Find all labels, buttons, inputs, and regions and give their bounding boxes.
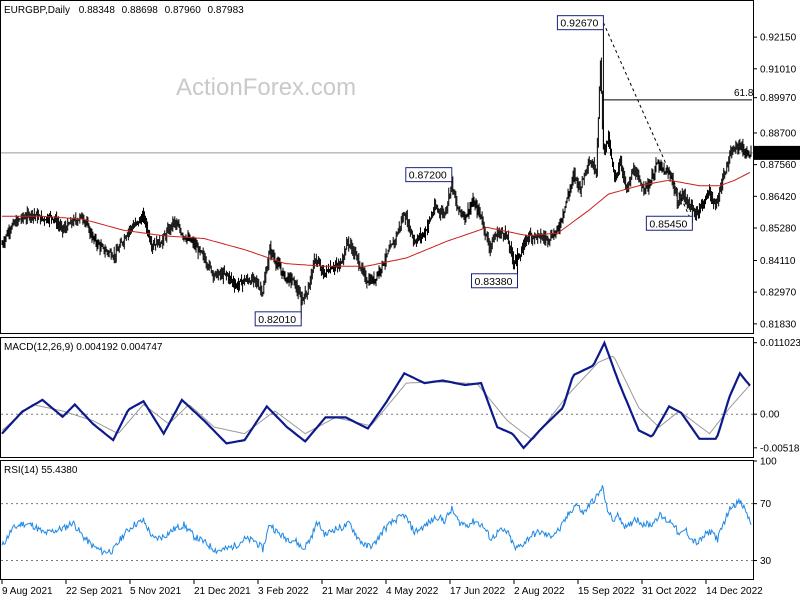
x-tick-label: 2 Aug 2022: [514, 586, 565, 597]
price-label: 0.92670: [560, 18, 598, 30]
macd-tick-label: 0.011023: [760, 338, 800, 349]
price-label-box: [645, 215, 693, 231]
price-label: 0.83380: [474, 276, 512, 288]
watermark: ActionForex.com: [176, 74, 356, 101]
price-label-box: [556, 15, 604, 31]
current-price-tag: 0.87983: [754, 145, 800, 160]
x-tick-label: 4 May 2022: [386, 586, 439, 597]
macd-panel-title: MACD(12,26,9) 0.004192 0.004747: [4, 342, 163, 353]
rsi-tick-label: 100: [760, 457, 777, 468]
price-tick-label: 0.92150: [760, 33, 797, 44]
price-panel-frame: [0, 0, 754, 334]
price-series: [1, 22, 752, 319]
price-tick-label: 0.82970: [760, 288, 797, 299]
moving-average: [2, 171, 751, 267]
price-tick-label: 0.88700: [760, 128, 797, 139]
macd-series: [1, 340, 751, 450]
x-axis: 9 Aug 2021 22 Sep 2021 5 Nov 2021 21 Dec 20…: [1, 580, 763, 597]
rsi-tick-label: 30: [760, 556, 772, 567]
price-tick-label: 0.85280: [760, 223, 797, 234]
macd-y-ticks: 0.011023 0.00 -0.005182: [753, 338, 800, 454]
price-tick-label: 0.89970: [760, 93, 797, 104]
price-label: 0.82010: [258, 314, 296, 326]
macd-signal-line: [1, 355, 751, 440]
price-label: 0.87200: [409, 170, 447, 182]
rsi-panel-title: RSI(14) 55.4380: [4, 465, 78, 476]
x-tick-label: 5 Nov 2021: [130, 586, 182, 597]
x-tick-label: 9 Aug 2021: [2, 586, 53, 597]
price-y-ticks: 0.92150 0.91010 0.89970 0.88700 0.87560 0.864…: [753, 33, 797, 330]
x-tick-label: 22 Sep 2021: [66, 586, 123, 597]
price-tick-label: 0.87560: [760, 160, 797, 171]
x-tick-label: 3 Feb 2022: [258, 586, 309, 597]
x-tick-label: 14 Dec 2022: [706, 586, 763, 597]
x-tick-label: 17 Jun 2022: [450, 586, 505, 597]
macd-line: [1, 340, 751, 450]
rsi-panel-frame: [0, 460, 754, 580]
x-tick-label: 21 Dec 2021: [194, 586, 251, 597]
price-label-box: [254, 311, 302, 327]
rsi-grid: [1, 503, 753, 562]
x-tick-label: 31 Oct 2022: [642, 586, 697, 597]
x-tick-label: 21 Mar 2022: [322, 586, 379, 597]
price-label-box: [405, 167, 453, 183]
price-tick-label: 0.91010: [760, 64, 797, 75]
current-price-box: [754, 145, 800, 160]
macd-tick-label: 0.00: [760, 410, 780, 421]
annotations: 61.8 0.92670 0.87200 0.83380 0.85450 0.82010: [254, 15, 754, 327]
price-label-box: [470, 273, 518, 289]
macd-panel-frame: [0, 337, 754, 458]
price-tick-label: 0.81830: [760, 319, 797, 330]
x-tick-label: 15 Sep 2022: [578, 586, 635, 597]
price-panel-title: EURGBP,Daily 0.88348 0.88698 0.87960 0.8…: [4, 5, 244, 16]
rsi-tick-label: 70: [760, 499, 772, 510]
price-label: 0.85450: [649, 218, 687, 230]
rsi-y-ticks: 100 70 30: [753, 457, 777, 567]
rsi-series: [1, 485, 752, 556]
price-tick-label: 0.86420: [760, 192, 797, 203]
macd-tick-label: -0.005182: [760, 443, 800, 454]
price-tick-label: 0.84110: [760, 256, 796, 267]
moving-average-line: [2, 171, 751, 267]
rsi-line: [1, 485, 752, 556]
fib-level-label: 61.8: [734, 88, 754, 99]
trend-line: [602, 22, 693, 224]
current-price-label: 0.87983: [759, 148, 796, 159]
